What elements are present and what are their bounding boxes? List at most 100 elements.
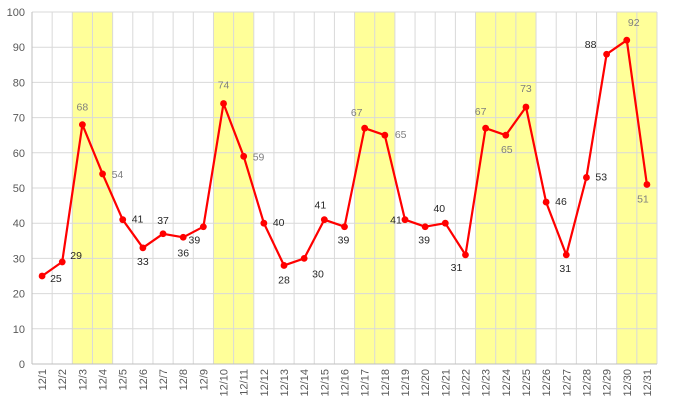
data-point-12-21 bbox=[441, 219, 449, 227]
axes: 0 10 20 30 40 50 60 70 80 90 100 12/1 12/2 12/3 12/4 12… bbox=[7, 7, 657, 397]
x-tick-label-12-2: 12/2 bbox=[57, 369, 69, 390]
x-tick-label-12-8: 12/8 bbox=[178, 369, 190, 390]
x-tick-label-12-17: 12/17 bbox=[360, 369, 372, 397]
x-tick-label-12-27: 12/27 bbox=[561, 369, 573, 397]
data-point-12-3 bbox=[79, 121, 86, 129]
data-point-12-26 bbox=[542, 198, 550, 206]
data-label-12-8: 36 bbox=[177, 247, 189, 259]
data-labels: 2529685441333736397459402830413967654139… bbox=[50, 17, 649, 286]
data-label-12-19: 41 bbox=[390, 215, 402, 227]
x-tick-label-12-3: 12/3 bbox=[77, 369, 89, 390]
data-label-12-22: 31 bbox=[451, 262, 463, 274]
x-tick-label-12-5: 12/5 bbox=[118, 369, 130, 390]
data-label-12-1: 25 bbox=[50, 273, 62, 285]
data-point-12-28 bbox=[583, 174, 590, 181]
x-tick-label-12-30: 12/30 bbox=[622, 369, 634, 397]
x-tick-label-12-23: 12/23 bbox=[481, 369, 493, 397]
data-point-12-9 bbox=[199, 223, 207, 231]
data-point-12-27 bbox=[562, 251, 570, 259]
data-label-12-3: 68 bbox=[77, 102, 89, 114]
y-tick-label-90: 90 bbox=[13, 42, 25, 54]
data-label-12-16: 39 bbox=[338, 235, 350, 247]
y-tick-label-70: 70 bbox=[13, 113, 25, 125]
x-tick-label-12-19: 12/19 bbox=[400, 369, 412, 397]
data-point-12-25 bbox=[522, 103, 530, 111]
data-point-12-22 bbox=[462, 251, 469, 259]
x-tick-label-12-11: 12/11 bbox=[239, 369, 251, 396]
x-tick-label-12-10: 12/10 bbox=[219, 369, 231, 397]
data-label-12-9: 39 bbox=[189, 235, 201, 247]
y-tick-label-100: 100 bbox=[7, 7, 25, 19]
x-tick-label-12-16: 12/16 bbox=[340, 369, 352, 397]
data-label-12-10: 74 bbox=[218, 80, 230, 92]
data-point-12-11 bbox=[240, 152, 248, 160]
data-point-12-6 bbox=[139, 244, 147, 252]
data-label-12-28: 53 bbox=[595, 171, 607, 183]
data-point-12-24 bbox=[502, 131, 510, 139]
data-label-12-7: 37 bbox=[157, 215, 169, 227]
data-point-12-17 bbox=[361, 124, 369, 132]
data-points bbox=[38, 36, 651, 280]
data-label-12-5: 41 bbox=[132, 214, 144, 226]
data-label-12-6: 33 bbox=[137, 256, 149, 268]
x-tick-label-12-14: 12/14 bbox=[299, 369, 311, 397]
data-point-12-10 bbox=[220, 100, 227, 107]
data-point-12-2 bbox=[58, 258, 66, 266]
y-tick-label-10: 10 bbox=[13, 324, 25, 336]
x-tick-label-12-28: 12/28 bbox=[581, 369, 593, 397]
x-tick-label-12-31: 12/31 bbox=[642, 369, 654, 397]
y-tick-label-0: 0 bbox=[19, 359, 25, 371]
data-point-12-14 bbox=[300, 255, 308, 262]
data-point-12-15 bbox=[320, 216, 328, 224]
y-tick-label-80: 80 bbox=[13, 77, 25, 89]
data-label-12-25: 73 bbox=[520, 83, 532, 95]
x-tick-label-12-24: 12/24 bbox=[501, 369, 513, 397]
data-label-12-15: 41 bbox=[314, 200, 326, 212]
y-tick-label-60: 60 bbox=[13, 148, 25, 160]
y-tick-label-30: 30 bbox=[13, 253, 25, 265]
x-tick-label-12-21: 12/21 bbox=[440, 369, 452, 397]
data-point-12-30 bbox=[623, 36, 631, 44]
data-point-12-29 bbox=[603, 50, 610, 58]
data-label-12-23: 67 bbox=[475, 106, 487, 118]
x-tick-label-12-18: 12/18 bbox=[380, 369, 392, 397]
data-label-12-30: 92 bbox=[628, 17, 640, 29]
data-label-12-20: 39 bbox=[418, 235, 430, 247]
data-label-12-24: 65 bbox=[501, 144, 513, 156]
data-label-12-31: 51 bbox=[637, 193, 649, 205]
data-point-12-8 bbox=[179, 233, 187, 241]
grid-lines bbox=[31, 11, 658, 365]
x-tick-label-12-25: 12/25 bbox=[521, 369, 533, 397]
data-point-12-18 bbox=[381, 131, 389, 139]
x-tick-label-12-7: 12/7 bbox=[158, 369, 170, 390]
y-tick-label-50: 50 bbox=[13, 183, 25, 195]
data-label-12-2: 29 bbox=[70, 250, 82, 262]
data-point-12-7 bbox=[159, 230, 167, 238]
y-tick-label-40: 40 bbox=[13, 218, 25, 230]
data-label-12-21: 40 bbox=[433, 203, 445, 215]
data-label-12-18: 65 bbox=[395, 129, 407, 141]
data-label-12-14: 30 bbox=[312, 268, 324, 280]
data-point-12-5 bbox=[119, 216, 127, 224]
x-tick-label-12-20: 12/20 bbox=[420, 369, 432, 397]
data-label-12-4: 54 bbox=[112, 169, 124, 181]
data-point-12-19 bbox=[401, 216, 409, 224]
x-tick-label-12-22: 12/22 bbox=[460, 369, 472, 397]
y-tick-label-20: 20 bbox=[13, 289, 25, 301]
data-label-12-11: 59 bbox=[253, 151, 265, 163]
data-label-12-17: 67 bbox=[351, 107, 363, 119]
x-tick-label-12-9: 12/9 bbox=[198, 369, 210, 390]
x-tick-label-12-15: 12/15 bbox=[319, 369, 331, 397]
data-label-12-27: 31 bbox=[559, 263, 571, 275]
data-point-12-31 bbox=[643, 181, 651, 188]
data-point-12-23 bbox=[482, 124, 490, 132]
data-label-12-29: 88 bbox=[585, 39, 597, 51]
x-tick-label-12-26: 12/26 bbox=[541, 369, 553, 397]
x-tick-label-12-6: 12/6 bbox=[138, 369, 150, 390]
data-label-12-13: 28 bbox=[278, 274, 290, 286]
data-point-12-13 bbox=[280, 262, 288, 269]
data-point-12-20 bbox=[421, 223, 429, 231]
data-point-12-12 bbox=[260, 219, 268, 227]
x-tick-label-12-1: 12/1 bbox=[37, 369, 49, 390]
